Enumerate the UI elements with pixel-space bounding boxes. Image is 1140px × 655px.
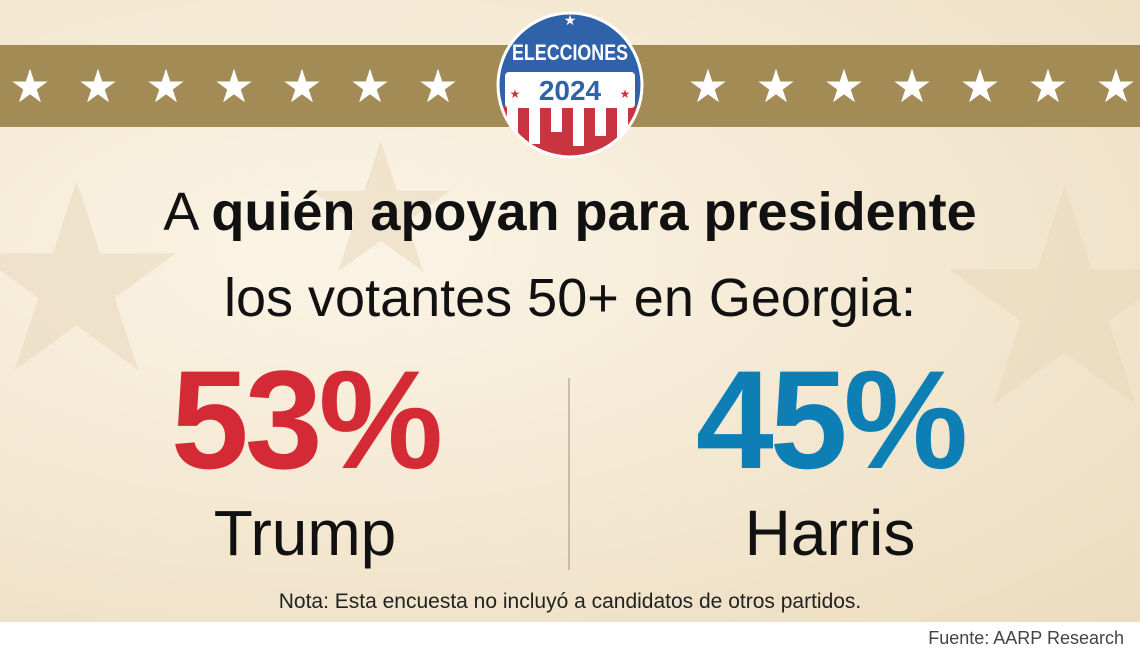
star-icon: ★ [145,59,187,113]
star-icon: ★ [891,59,933,113]
badge-title: ELECCIONES [512,40,628,65]
badge-year: 2024 [539,75,602,106]
infographic-card: ★ ★ ★ ★ ★ ★ ★ ★ ★ ★ ★ ★ ★ ★ ★ ★ ★ [0,0,1140,622]
star-icon: ★ [755,59,797,113]
badge-star-icon: ★ [564,13,577,29]
trump-percent: 53% [170,341,443,498]
star-icon: ★ [77,59,119,113]
background-star-icon: ★ [300,105,462,314]
badge-small-star-icon: ★ [620,87,631,101]
divider [568,378,570,570]
harris-percent: 45% [695,341,968,498]
star-icon: ★ [1027,59,1069,113]
harris-name: Harris [744,497,916,569]
star-icon: ★ [687,59,729,113]
stars-left: ★ ★ ★ ★ ★ ★ ★ [6,45,462,127]
star-icon: ★ [9,59,51,113]
background-star-icon: ★ [930,125,1140,474]
footnote: Nota: Esta encuesta no incluyó a candida… [278,590,862,613]
star-icon: ★ [959,59,1001,113]
headline-lead: A [163,182,212,242]
star-icon: ★ [349,59,391,113]
headline-emphasis: quién apoyan para presidente [211,182,977,242]
trump-name: Trump [213,497,397,569]
star-icon: ★ [1095,59,1137,113]
star-icon: ★ [213,59,255,113]
source-credit: Fuente: AARP Research [928,628,1124,648]
headline-subline: los votantes 50+ en Georgia: [224,268,916,328]
star-icon: ★ [823,59,865,113]
result-harris: 45% Harris [620,341,1040,569]
stars-right: ★ ★ ★ ★ ★ ★ ★ [684,45,1140,127]
star-icon: ★ [417,59,459,113]
result-trump: 53% Trump [95,341,515,569]
headline: A quién apoyan para presidente [0,180,1140,244]
star-icon: ★ [281,59,323,113]
background-star-icon: ★ [0,129,194,431]
elecciones-2024-badge: ★ ELECCIONES ★ ★ 2024 [496,11,644,159]
badge-small-star-icon: ★ [510,87,521,101]
